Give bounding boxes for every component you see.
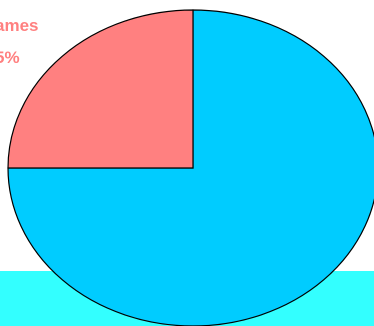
pie-slice-2 bbox=[7, 9, 194, 169]
slice-label-percent: 5% bbox=[0, 48, 20, 67]
pie-slice-1 bbox=[7, 9, 374, 326]
slice-label-name: ames bbox=[0, 16, 38, 35]
